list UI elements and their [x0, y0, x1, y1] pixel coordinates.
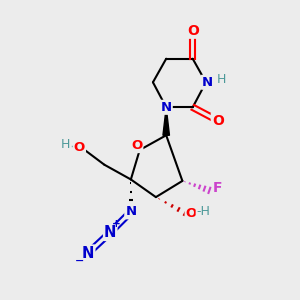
Text: N: N [202, 76, 213, 89]
Text: N: N [125, 205, 136, 218]
Text: H: H [61, 138, 70, 151]
Text: F: F [213, 181, 223, 195]
Text: -H: -H [197, 205, 211, 218]
Text: O: O [212, 114, 224, 128]
Polygon shape [163, 107, 169, 135]
Text: −: − [75, 256, 85, 266]
Text: O: O [74, 141, 85, 154]
Text: N: N [82, 246, 94, 261]
Text: N: N [160, 101, 172, 114]
Text: O: O [186, 207, 197, 220]
Text: +: + [112, 219, 121, 229]
Text: O: O [131, 139, 142, 152]
Text: N: N [104, 225, 116, 240]
Text: H: H [217, 73, 226, 86]
Text: O: O [187, 24, 199, 38]
